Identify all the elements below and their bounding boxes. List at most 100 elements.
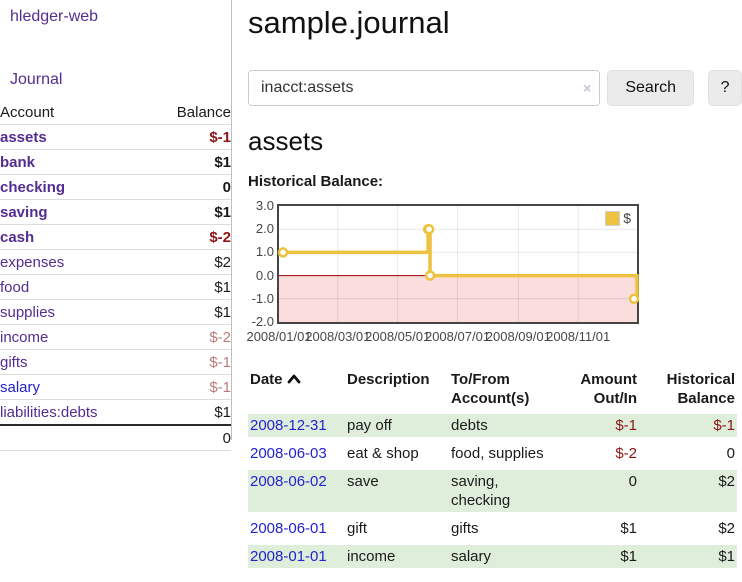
register-header-historical-balance: Historical Balance bbox=[666, 371, 735, 407]
register-row: 2008-06-03 eat & shop food, supplies $-2 0 bbox=[248, 442, 737, 465]
transaction-amount: $-2 bbox=[615, 445, 637, 462]
account-balance: $2 bbox=[214, 253, 231, 271]
transaction-balance: $2 bbox=[639, 470, 737, 512]
register-header-date[interactable]: Date bbox=[248, 369, 345, 409]
transaction-description: pay off bbox=[345, 414, 449, 437]
account-balance: $-2 bbox=[209, 328, 231, 346]
search-button[interactable]: Search bbox=[607, 70, 695, 106]
chart-negative-region bbox=[279, 275, 637, 322]
chart-ytick-label: 3.0 bbox=[255, 198, 274, 213]
main-content: sample.journal × Search ? assets Histori… bbox=[233, 0, 742, 573]
transaction-accounts: food, supplies bbox=[451, 445, 544, 462]
transaction-date-link[interactable]: 2008-12-31 bbox=[250, 417, 327, 434]
account-balance: $-1 bbox=[209, 128, 231, 146]
accounts-table: Account Balance assets $-1 bank $1 checking 0… bbox=[0, 100, 231, 451]
account-link[interactable]: checking bbox=[0, 178, 66, 196]
transaction-accounts: gifts bbox=[451, 520, 479, 537]
account-balance: $1 bbox=[214, 153, 231, 171]
chart-ytick-label: 1.0 bbox=[255, 244, 274, 260]
account-balance: $-1 bbox=[209, 353, 231, 371]
transaction-accounts: saving, checking bbox=[449, 470, 557, 512]
account-link[interactable]: liabilities:debts bbox=[0, 403, 98, 421]
transaction-date-link[interactable]: 2008-06-02 bbox=[250, 473, 327, 490]
chart-ytick-label: -1.0 bbox=[251, 290, 274, 306]
accounts-header-account: Account bbox=[0, 103, 55, 121]
account-link[interactable]: assets bbox=[0, 128, 47, 146]
transaction-amount: $-1 bbox=[557, 414, 639, 437]
account-link[interactable]: bank bbox=[0, 153, 36, 171]
transaction-date-link[interactable]: 2008-06-03 bbox=[250, 445, 327, 462]
sidebar-item-journal[interactable]: Journal bbox=[10, 71, 63, 88]
search-input[interactable] bbox=[248, 70, 601, 106]
chart-data-point bbox=[277, 247, 289, 258]
transaction-date-link[interactable]: 2008-01-01 bbox=[250, 548, 327, 565]
account-balance: $1 bbox=[214, 303, 231, 321]
transaction-accounts: salary bbox=[449, 545, 557, 568]
chart-ytick-label: 0.0 bbox=[255, 267, 274, 283]
register-header-tofrom-accounts: To/From Account(s) bbox=[451, 371, 530, 407]
account-link[interactable]: expenses bbox=[0, 253, 65, 271]
page-title: sample.journal bbox=[248, 5, 450, 40]
account-link[interactable]: gifts bbox=[0, 353, 28, 371]
chart-data-point bbox=[423, 223, 435, 235]
register-table: Date Description To/From Account(s) Amount Ou… bbox=[248, 364, 737, 573]
account-link[interactable]: saving bbox=[0, 203, 48, 221]
chart-xtick-label: 2008/03/01 bbox=[305, 329, 371, 344]
account-row: checking 0 bbox=[0, 175, 231, 200]
transaction-balance: $2 bbox=[718, 520, 735, 537]
accounts-header-row: Account Balance bbox=[0, 100, 231, 125]
chart-ytick-label: 2.0 bbox=[255, 221, 274, 237]
register-header-description: Description bbox=[347, 371, 430, 388]
chart-data-point bbox=[424, 270, 436, 281]
chart-xtick-label: 2008/01/01 bbox=[246, 329, 312, 344]
chevron-up-icon bbox=[287, 374, 300, 384]
account-row: income $-2 bbox=[0, 325, 231, 350]
help-button[interactable]: ? bbox=[708, 70, 742, 106]
register-row: 2008-06-02 save saving, checking 0 $2 bbox=[248, 470, 737, 512]
transaction-date-link[interactable]: 2008-06-01 bbox=[250, 520, 327, 537]
account-row: saving $1 bbox=[0, 200, 231, 225]
account-link[interactable]: salary bbox=[0, 378, 41, 396]
account-balance: $-1 bbox=[209, 378, 231, 396]
account-link[interactable]: supplies bbox=[0, 303, 56, 321]
chart-data-point bbox=[628, 293, 640, 305]
account-row: bank $1 bbox=[0, 150, 231, 175]
accounts-header-balance: Balance bbox=[176, 103, 231, 121]
transaction-balance: 0 bbox=[726, 445, 735, 462]
chart-xtick-label: 2008/05/01 bbox=[365, 329, 431, 344]
transaction-amount: $1 bbox=[557, 545, 639, 568]
transaction-amount: $1 bbox=[620, 520, 637, 537]
transaction-accounts: debts bbox=[449, 414, 557, 437]
account-row: liabilities:debts $1 bbox=[0, 400, 231, 425]
account-link[interactable]: income bbox=[0, 328, 49, 346]
chart-xtick-label: 2008/11/01 bbox=[546, 329, 611, 344]
account-heading: assets bbox=[248, 126, 324, 156]
search-form: × Search ? bbox=[248, 70, 742, 106]
transaction-description: save bbox=[345, 470, 449, 512]
register-row: 2008-06-01 gift gifts $1 $2 bbox=[248, 517, 737, 540]
account-balance: 0 bbox=[222, 178, 231, 196]
clear-search-icon[interactable]: × bbox=[583, 80, 592, 96]
transaction-description: gift bbox=[347, 520, 368, 537]
accounts-total-spacer bbox=[0, 425, 161, 451]
account-row: salary $-1 bbox=[0, 375, 231, 400]
transaction-balance: $-1 bbox=[639, 414, 737, 437]
app-brand-link[interactable]: hledger-web bbox=[10, 8, 99, 25]
chart-xtick-label: 2008/09/01 bbox=[485, 329, 551, 344]
legend-label: $ bbox=[623, 210, 631, 226]
account-row: gifts $-1 bbox=[0, 350, 231, 375]
transaction-amount: 0 bbox=[557, 470, 639, 512]
account-row: cash $-2 bbox=[0, 225, 231, 250]
account-link[interactable]: cash bbox=[0, 228, 35, 246]
account-link[interactable]: food bbox=[0, 278, 30, 296]
chart-series-svg bbox=[277, 206, 640, 322]
legend-swatch-icon bbox=[605, 210, 621, 226]
account-row: food $1 bbox=[0, 275, 231, 300]
account-balance: $1 bbox=[214, 278, 231, 296]
account-balance: $1 bbox=[214, 203, 231, 221]
accounts-total-row: 0 bbox=[0, 425, 231, 451]
transaction-description: income bbox=[345, 545, 449, 568]
account-row: expenses $2 bbox=[0, 250, 231, 275]
accounts-total-value: 0 bbox=[222, 429, 231, 447]
account-row: assets $-1 bbox=[0, 125, 231, 150]
